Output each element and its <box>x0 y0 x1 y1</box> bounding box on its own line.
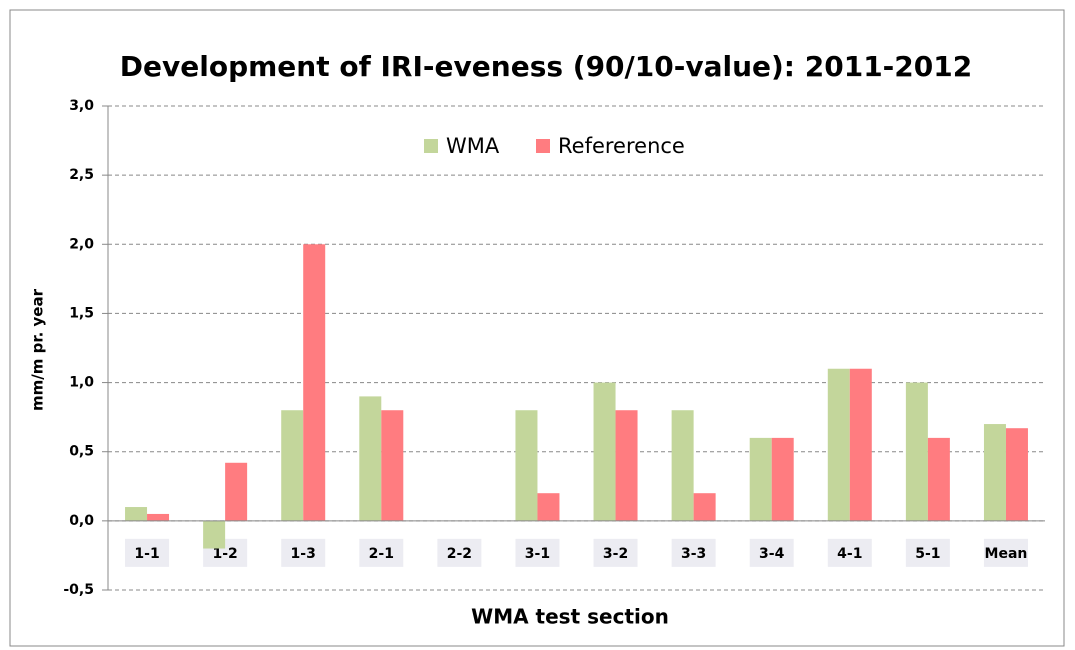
y-tick-label: 1,5 <box>69 305 94 321</box>
y-axis-title: mm/m pr. year <box>29 288 47 411</box>
x-tick-label: 3-1 <box>525 546 550 562</box>
bar <box>827 368 850 521</box>
x-tick-label: 2-1 <box>369 546 394 562</box>
bar <box>615 410 638 521</box>
x-tick-label: Mean <box>985 546 1028 562</box>
x-tick-label-bg <box>515 538 560 567</box>
bar <box>515 410 538 521</box>
chart-title: Development of IRI-eveness (90/10-value)… <box>120 50 972 83</box>
x-tick-label: 1-2 <box>212 546 237 562</box>
x-tick-label-bg <box>749 538 794 567</box>
bar <box>671 410 694 521</box>
bar <box>749 437 772 521</box>
y-tick-label: -0,5 <box>63 582 94 598</box>
bar <box>771 437 794 521</box>
y-tick-label: 2,0 <box>69 236 94 252</box>
bar <box>225 462 248 521</box>
legend-label: Refererence <box>558 134 685 158</box>
x-tick-label: 3-3 <box>681 546 706 562</box>
bar <box>537 493 560 521</box>
x-tick-label: 2-2 <box>447 546 472 562</box>
x-axis-title: WMA test section <box>471 605 669 629</box>
x-tick-label-bg <box>125 538 170 567</box>
bar <box>203 520 226 549</box>
x-tick-label: 5-1 <box>915 546 940 562</box>
bar <box>1005 428 1028 521</box>
bar <box>303 244 326 521</box>
x-tick-label: 3-4 <box>759 546 785 562</box>
legend-swatch <box>536 139 550 153</box>
x-tick-label-bg <box>905 538 950 567</box>
bar <box>359 396 382 521</box>
x-tick-label: 1-3 <box>291 546 316 562</box>
y-tick-label: 1,0 <box>69 375 94 391</box>
bar <box>147 513 170 521</box>
x-tick-label-bg <box>437 538 482 567</box>
legend: WMA Refererence <box>424 134 685 158</box>
bar <box>927 437 950 521</box>
x-tick-label: 3-2 <box>603 546 628 562</box>
y-tick-label: 2,5 <box>69 167 94 183</box>
bar <box>905 382 928 521</box>
x-tick-label: 1-1 <box>134 546 159 562</box>
y-tick-label: 0,0 <box>69 513 94 529</box>
bar <box>693 493 716 521</box>
bar <box>593 382 616 521</box>
x-tick-label-bg <box>359 538 404 567</box>
x-tick-label-bg <box>671 538 716 567</box>
legend-label: WMA <box>446 134 500 158</box>
x-tick-label-bg <box>983 538 1028 567</box>
bar <box>281 410 304 521</box>
y-tick-label: 3,0 <box>69 98 94 114</box>
bar <box>849 368 872 521</box>
x-tick-label-bg <box>827 538 872 567</box>
bar <box>983 424 1006 521</box>
x-tick-label-bg <box>593 538 638 567</box>
bar <box>381 410 404 521</box>
y-tick-label: 0,5 <box>69 444 94 460</box>
legend-swatch <box>424 139 438 153</box>
bar <box>125 507 148 521</box>
x-tick-label: 4-1 <box>837 546 862 562</box>
x-tick-label-bg <box>281 538 326 567</box>
